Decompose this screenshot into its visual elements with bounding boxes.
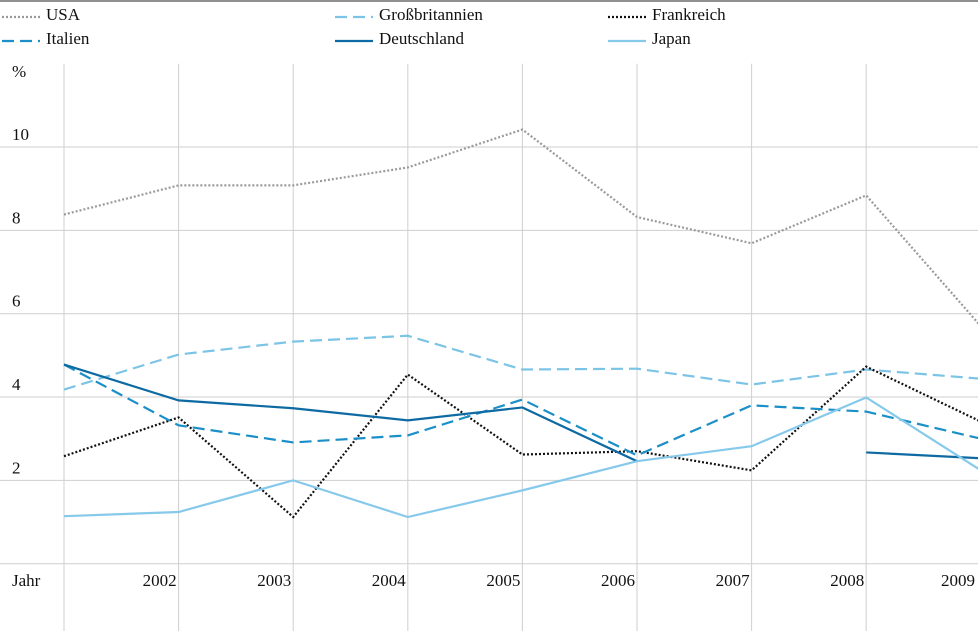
y-tick-label: 4: [12, 375, 21, 394]
x-tick-label: 2007: [716, 571, 751, 590]
x-tick-label: 2009: [941, 571, 975, 590]
series-line: [63, 363, 978, 457]
x-tick-label: 2004: [372, 571, 407, 590]
legend-label: Frankreich: [652, 5, 726, 24]
legend-label: Deutschland: [379, 29, 464, 48]
x-tick-label: 2003: [257, 571, 291, 590]
y-tick-label: 6: [12, 292, 21, 311]
legend-label: Großbritannien: [379, 5, 483, 24]
x-axis-label: Jahr: [12, 571, 41, 590]
y-axis-label: %: [12, 62, 26, 81]
series-line: [63, 396, 978, 519]
x-tick-label: 2002: [143, 571, 177, 590]
plot: [63, 128, 978, 519]
series-line: [63, 365, 978, 519]
series-line: [63, 334, 978, 391]
series-line: [63, 128, 978, 325]
x-tick-label: 2008: [830, 571, 864, 590]
legend-label: Japan: [652, 29, 691, 48]
legend-label: Italien: [46, 29, 90, 48]
y-tick-label: 10: [12, 125, 29, 144]
y-tick-label: 8: [12, 208, 21, 227]
x-tick-label: 2006: [601, 571, 635, 590]
legend-label: USA: [46, 5, 81, 24]
x-tick-label: 2005: [486, 571, 520, 590]
y-tick-label: 2: [12, 458, 21, 477]
series-line: [63, 363, 978, 463]
